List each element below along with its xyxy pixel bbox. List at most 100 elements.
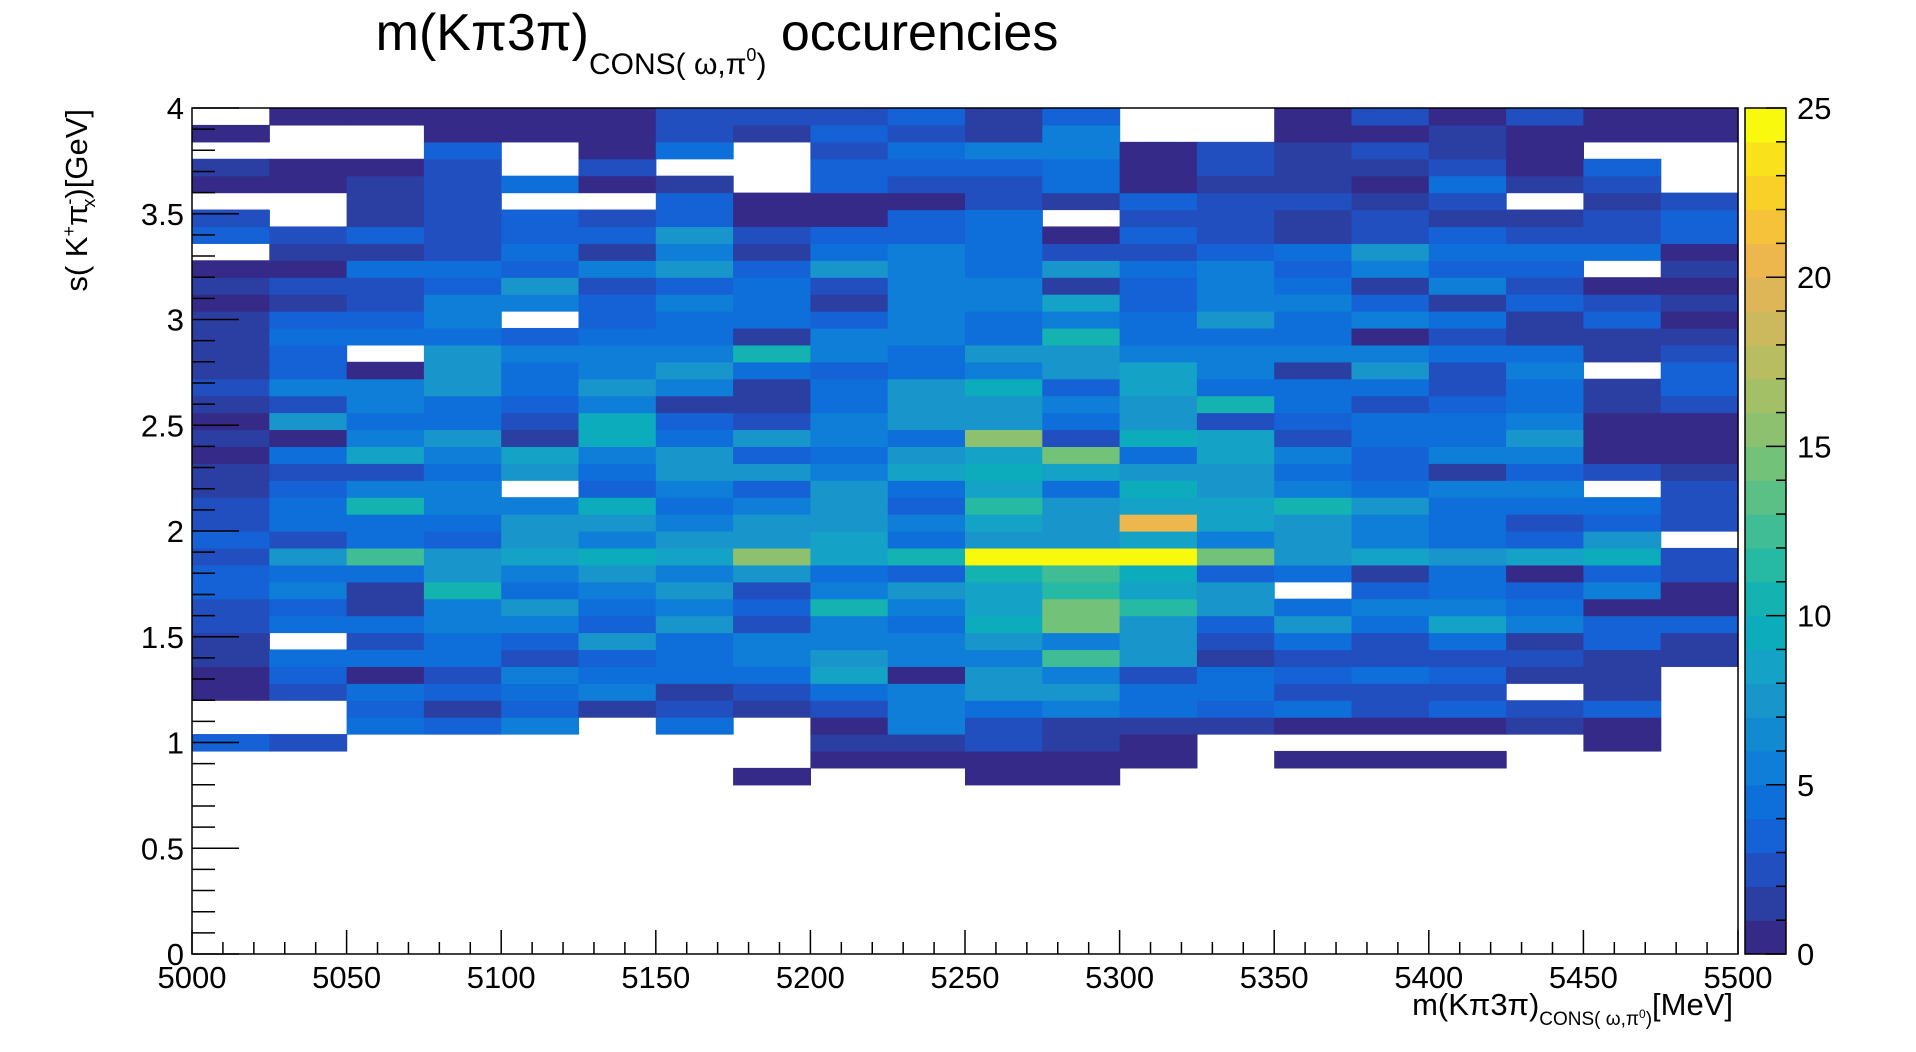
heatmap-cell [965,429,1043,447]
heatmap-cell [578,277,657,295]
heatmap-cell [655,141,734,160]
heatmap-cell [192,531,270,549]
heatmap-cell [1042,497,1121,515]
heatmap-cell [655,497,734,515]
heatmap-cell [346,480,425,498]
color-scale-swatch [1745,446,1786,481]
heatmap-cell [887,327,966,346]
heatmap-cell [346,717,425,735]
heatmap-cell [810,514,889,532]
heatmap-cell [423,666,502,684]
heatmap-cell [346,209,425,228]
heatmap-cell [1660,260,1739,278]
heatmap-cell [1351,547,1430,566]
heatmap-cell [1428,108,1507,126]
heatmap-cell [810,260,889,278]
heatmap-cell [1660,108,1739,126]
heatmap-cell [501,294,580,312]
heatmap-cell [1428,158,1507,177]
heatmap-cell [423,158,502,177]
heatmap-cell [1583,108,1662,126]
heatmap-cell [1660,632,1739,651]
color-scale-swatch [1745,175,1786,211]
heatmap-cell [1428,683,1507,701]
heatmap-cell [1506,547,1584,566]
heatmap-cell [1583,429,1662,447]
color-scale-swatch [1745,344,1786,380]
heatmap-cell [346,361,425,380]
z-tick-label: 20 [1797,260,1831,295]
heatmap-cell [501,361,580,380]
heatmap-cell [733,260,811,278]
heatmap-cell [655,683,734,701]
heatmap-cell [1196,141,1275,160]
heatmap-cell [1660,480,1739,498]
color-scale-axis: 0 5 10 15 20 25 [1766,91,1831,972]
y-tick-label: 1.5 [141,620,184,655]
heatmap-cell [1196,175,1275,194]
heatmap-cell [1042,327,1121,346]
heatmap-cell [1428,598,1507,617]
heatmap-cell [655,514,734,532]
heatmap-cell [733,700,811,718]
heatmap-cell [887,226,966,244]
heatmap-cell [1428,615,1507,634]
heatmap-cell [810,311,889,329]
heatmap-cell [655,192,734,211]
heatmap-cell [1428,700,1507,718]
heatmap-cell [965,108,1043,126]
heatmap-cell [423,226,502,244]
heatmap-cell [501,226,580,244]
heatmap-cell [887,124,966,143]
heatmap-cell [733,446,811,464]
heatmap-cell [1351,294,1430,312]
heatmap-cell [1042,666,1121,684]
heatmap-cell [1428,750,1507,769]
heatmap-cell [965,141,1043,160]
heatmap-cell [965,632,1043,651]
heatmap-cell [1274,649,1353,667]
heatmap-cell [1351,666,1430,684]
color-scale-swatch [1745,886,1786,921]
heatmap-cell [810,226,889,244]
heatmap-cell [887,277,966,295]
heatmap-cell [810,750,889,769]
heatmap-cell [1428,311,1507,329]
heatmap-cell [1042,260,1121,278]
color-scale-swatch [1745,480,1786,515]
heatmap-cell [501,717,580,735]
heatmap-cell [1506,277,1584,295]
heatmap-cell [887,158,966,177]
heatmap-cell [810,615,889,634]
x-tick-label: 5200 [776,960,845,995]
heatmap-cell [1119,209,1198,228]
heatmap-cell [346,277,425,295]
heatmap-cell [423,311,502,329]
heatmap-cell [1583,226,1662,244]
color-scale-swatch [1745,514,1786,549]
heatmap-cell [1583,395,1662,414]
heatmap-cell [1042,531,1121,549]
color-scale-swatch [1745,683,1786,718]
heatmap-cell [1196,327,1275,346]
heatmap-cell [1506,564,1584,583]
heatmap-cell [578,446,657,464]
heatmap-cell [1119,750,1198,769]
heatmap-cell [423,598,502,617]
heatmap-cell [423,564,502,583]
heatmap-cell [192,395,270,414]
heatmap-cell [1351,531,1430,549]
heatmap-cell [269,294,348,312]
heatmap-cell [655,463,734,481]
heatmap-cell [501,463,580,481]
heatmap-cell [1042,277,1121,295]
heatmap-cell [1196,243,1275,261]
z-tick-label: 10 [1797,599,1831,634]
heatmap-cell [1274,277,1353,295]
heatmap-cell [655,700,734,718]
heatmap-cell [1428,547,1507,566]
heatmap-cell [578,514,657,532]
heatmap-cell [1351,243,1430,261]
heatmap-cell [655,243,734,261]
heatmap-cell [733,547,811,566]
